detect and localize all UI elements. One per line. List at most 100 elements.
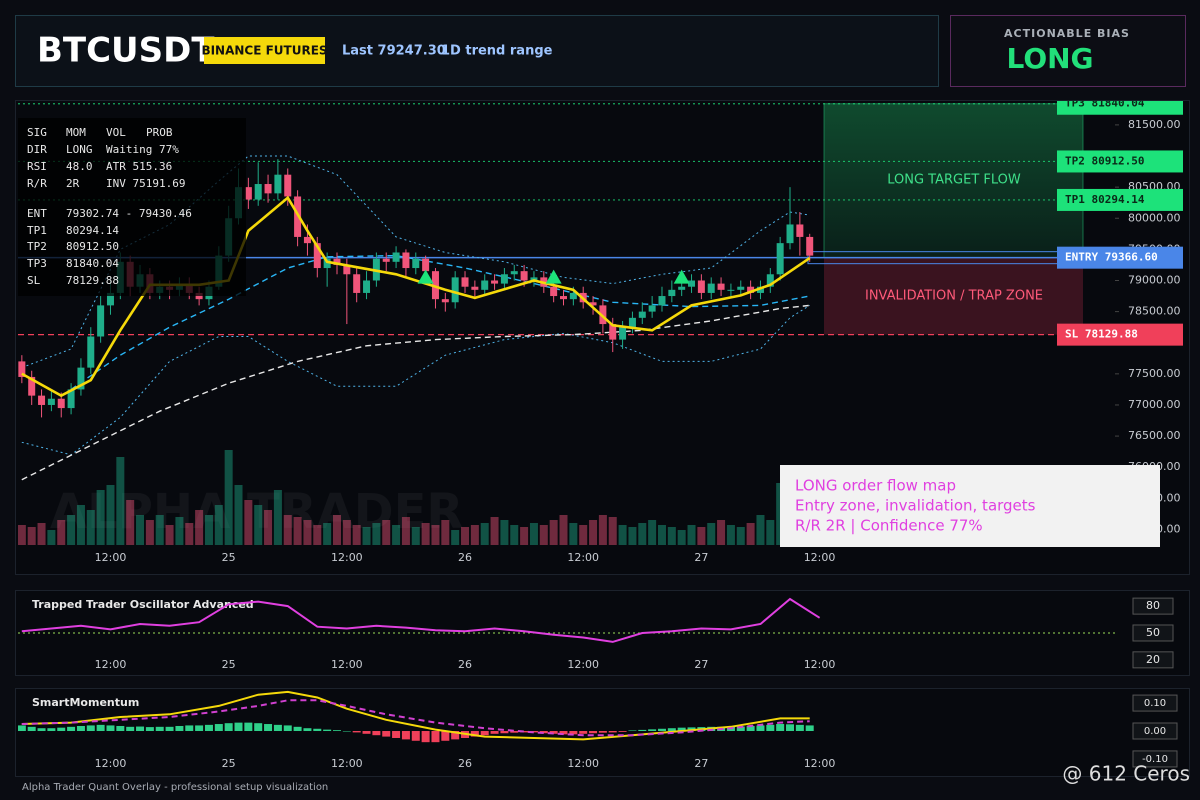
- watermark: ALPHA TRADER: [50, 484, 463, 540]
- volume-bar: [638, 523, 647, 545]
- candle-body: [776, 243, 784, 275]
- volume-bar: [214, 505, 223, 545]
- momentum-bar: [165, 726, 174, 732]
- bias-value: LONG: [1006, 42, 1093, 75]
- candle-body: [678, 286, 686, 290]
- volume-bar: [579, 525, 588, 545]
- momentum-bar: [37, 728, 46, 732]
- momentum-bar: [254, 723, 263, 732]
- info-text: TP1: [27, 224, 47, 237]
- volume-bar: [323, 523, 332, 545]
- momentum-bar: [18, 725, 26, 732]
- y-tick-box: [1132, 750, 1178, 768]
- momentum-bar: [677, 727, 686, 732]
- volume-bar: [195, 510, 204, 545]
- volume-bar: [529, 523, 538, 545]
- exchange: BINANCE FUTURES: [201, 44, 327, 58]
- candle-body: [668, 289, 676, 297]
- candle-body: [363, 280, 371, 293]
- momentum-bar: [579, 731, 588, 734]
- candle-body: [77, 367, 85, 390]
- volume-bar: [234, 485, 243, 545]
- candle-body: [550, 286, 558, 297]
- zone-label: LONG TARGET FLOW: [887, 173, 1021, 188]
- level-tag: [1057, 323, 1183, 346]
- info-text: 48.0: [66, 160, 93, 173]
- info-text: SIG: [27, 126, 47, 139]
- candle-body: [18, 361, 26, 377]
- candle-body: [284, 174, 292, 197]
- momentum-bar: [293, 726, 302, 732]
- y-tick-box: [1132, 722, 1178, 740]
- momentum-bar: [392, 731, 401, 738]
- volume-bar: [313, 525, 322, 545]
- x-tick-label: 12:00: [331, 658, 363, 671]
- momentum-bar: [529, 731, 538, 733]
- info-text: SL: [27, 274, 41, 287]
- invalidation-zone: [824, 257, 1083, 335]
- y-tick-label: 78500.00: [1128, 305, 1181, 318]
- volume-bar: [411, 527, 420, 545]
- volume-bar: [264, 510, 273, 545]
- momentum-bar: [175, 725, 184, 732]
- momentum-bar: [27, 726, 36, 732]
- volume-bar: [224, 450, 233, 545]
- zone-label: INVALIDATION / TRAP ZONE: [865, 289, 1043, 304]
- momentum-bar: [569, 731, 578, 735]
- volume-bar: [480, 523, 489, 545]
- candle-body: [67, 389, 75, 409]
- momentum-bar: [746, 725, 755, 732]
- volume-bar: [520, 527, 529, 545]
- x-tick-label: 26: [458, 551, 472, 564]
- y-tick-label: 80: [1146, 599, 1160, 612]
- candle-body: [323, 258, 331, 269]
- candle-body: [57, 398, 65, 409]
- volume-bar: [175, 517, 184, 545]
- momentum-bar: [67, 726, 76, 732]
- level-label: ENTRY 79366.60: [1065, 251, 1158, 264]
- volume-bar: [687, 525, 696, 545]
- momentum-bar: [421, 731, 430, 743]
- momentum-bar: [303, 728, 312, 732]
- momentum-bar: [234, 722, 243, 732]
- y-tick-box: [1132, 624, 1174, 642]
- exchange-badge: [204, 37, 325, 64]
- volume-bar: [37, 523, 46, 545]
- info-text: LONG: [66, 143, 93, 156]
- candle-body: [274, 174, 282, 194]
- candle-body: [697, 280, 705, 293]
- signal-marker: [417, 269, 434, 284]
- candle-body: [353, 274, 361, 293]
- momentum-bar: [736, 726, 745, 732]
- momentum-bar: [795, 724, 804, 732]
- x-tick-label: 12:00: [95, 551, 127, 564]
- momentum-bar: [273, 724, 282, 732]
- candle-body: [569, 292, 577, 300]
- x-tick-label: 12:00: [567, 551, 599, 564]
- y-tick-box: [1132, 651, 1174, 669]
- momentum-bar: [657, 728, 666, 732]
- annotation-text: R/R 2R | Confidence 77%: [795, 517, 983, 535]
- candle-body: [609, 324, 617, 340]
- target-zone: [823, 103, 1084, 259]
- momentum-bar: [283, 725, 292, 732]
- volume-bar: [254, 505, 263, 545]
- credit: @ 612 Ceros: [1062, 762, 1190, 786]
- info-text: 79302.74 - 79430.46: [66, 207, 192, 220]
- x-tick-label: 12:00: [567, 757, 599, 770]
- oscillator-line: [21, 597, 821, 643]
- overlay-line: [21, 304, 810, 481]
- volume-bar: [589, 520, 598, 545]
- candle-body: [382, 258, 390, 262]
- volume-bar: [707, 523, 716, 545]
- volume-bar: [185, 523, 194, 545]
- momentum-bar: [264, 724, 273, 732]
- oscillator-plot: [21, 597, 821, 643]
- info-panel: [18, 118, 246, 296]
- candle-body: [510, 271, 518, 275]
- momentum-line: [21, 690, 810, 741]
- momentum-bar: [185, 725, 194, 732]
- x-tick-label: 26: [458, 658, 472, 671]
- momentum-bar: [86, 725, 95, 732]
